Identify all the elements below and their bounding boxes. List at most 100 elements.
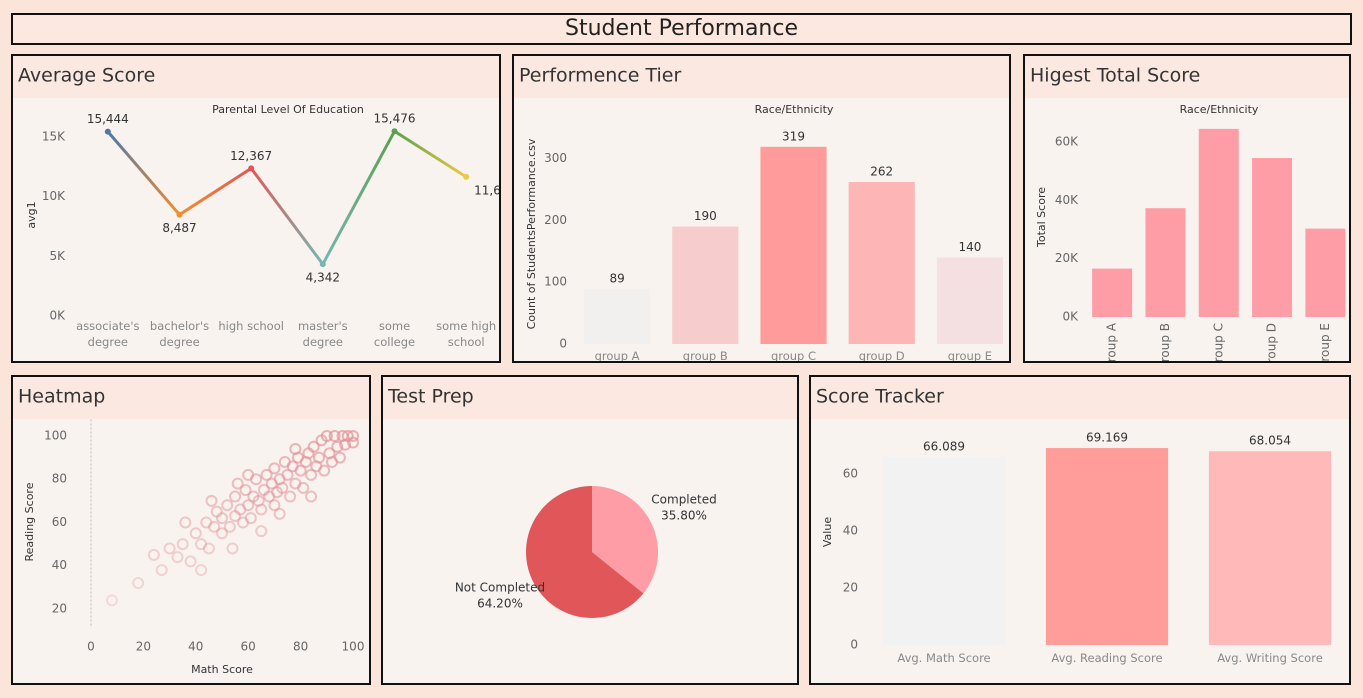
scatter-point (176, 538, 189, 551)
bar (1045, 448, 1169, 645)
y-tick-label: 0K (49, 309, 66, 323)
y-axis-label: Total Score (1035, 187, 1048, 248)
y-tick-label: 0 (850, 638, 858, 652)
scatter-point (105, 594, 118, 607)
line-point (104, 128, 111, 135)
bar (1145, 208, 1186, 317)
bar (1092, 268, 1133, 317)
x-tick-label: 20 (136, 640, 151, 654)
value-label: 15,476 (374, 112, 416, 126)
y-tick-label: 40 (52, 558, 67, 572)
panel-title: Average Score (18, 65, 155, 87)
x-tick-label: group D (1265, 323, 1279, 361)
scatter-point (163, 542, 176, 555)
scatter-point (252, 494, 265, 507)
y-tick-label: 80 (52, 472, 67, 486)
scatter-point (260, 468, 273, 481)
scatter-point (216, 527, 228, 540)
value-label: 319 (782, 129, 805, 143)
panel-header (383, 377, 797, 419)
x-tick-label: group A (594, 349, 640, 361)
y-tick-label: 60 (843, 467, 858, 481)
scatter-point (200, 516, 213, 529)
scatter-point (210, 505, 223, 518)
panel-chart: Heatmap Math Score Reading Score 20 40 60 80 10… (13, 377, 369, 676)
scatter-point (171, 551, 184, 564)
scatter-point (255, 525, 268, 538)
value-label: 4,342 (306, 271, 340, 285)
x-axis-label: Race/Ethnicity (755, 103, 834, 116)
x-tick-label-box: some college (374, 319, 415, 349)
panel: Heatmap Math Score Reading Score 20 40 60 80 10… (11, 375, 371, 685)
x-tick-label-box: associate's degree (76, 319, 139, 349)
scatter-point (273, 507, 286, 520)
y-tick-label: 15K (42, 129, 66, 143)
bar (936, 257, 1003, 344)
x-tick-label-box: group C (771, 349, 816, 361)
panel-title: Score Tracker (816, 386, 944, 408)
x-tick-label: 40 (188, 640, 203, 654)
pie-label: Completed (651, 492, 716, 506)
x-tick-label-box: Avg. Writing Score (1217, 651, 1323, 665)
scatter-point (179, 516, 192, 529)
scatter-point (147, 548, 160, 561)
x-tick-label-box: group E (947, 349, 993, 361)
x-tick-label-box: bachelor's degree (150, 319, 209, 349)
pie-value-label: 64.20% (477, 597, 523, 611)
value-label: 262 (870, 165, 893, 179)
x-tick-label-box: group A (594, 349, 640, 361)
scatter-point (221, 499, 234, 512)
scatter-point (268, 462, 281, 475)
x-axis-label: Race/Ethnicity (1180, 103, 1259, 116)
pie-value-label: 35.80% (661, 508, 707, 522)
scatter-point (229, 490, 242, 503)
x-tick-label-box: high school (218, 319, 284, 333)
panel: Performence Tier Race/Ethnicity Count of S… (512, 54, 1011, 363)
value-label: 12,367 (230, 149, 272, 163)
scatter-point (312, 451, 325, 464)
panel: Score Tracker Value 0 20 40 60 66.089 Avg. Math… (809, 375, 1351, 685)
scatter-point (268, 499, 281, 512)
bar (1305, 228, 1346, 317)
x-tick-label-box: master's degree (298, 319, 348, 349)
line-point (319, 261, 326, 268)
y-tick-label: 100 (44, 428, 67, 442)
panel-header (1025, 56, 1349, 98)
panel: Average Score Parental Level Of Education… (11, 54, 501, 363)
bar (760, 146, 827, 344)
bar (1252, 158, 1293, 317)
scatter-point (229, 510, 242, 522)
x-tick-label: group E (947, 349, 993, 361)
scatter-point (297, 481, 310, 494)
y-tick-label: 300 (544, 151, 567, 165)
scatter-point (276, 481, 289, 494)
x-tick-label: group E (1318, 323, 1332, 361)
panel-header (13, 56, 499, 98)
scatter-point (331, 440, 344, 453)
y-tick-label: 20K (1055, 251, 1079, 265)
scatter-point (289, 442, 302, 455)
x-tick-label: high school (218, 319, 284, 333)
scatter-point (208, 520, 221, 533)
bar (882, 456, 1006, 645)
x-tick-label: group A (1105, 322, 1119, 361)
y-axis-label: Value (821, 517, 834, 547)
x-tick-label: 100 (342, 640, 365, 654)
x-tick-label: some high school (436, 319, 497, 349)
line (106, 129, 467, 267)
value-label: 140 (958, 240, 981, 254)
scatter-point (305, 468, 318, 481)
scatter-point (239, 484, 252, 497)
value-label: 11,654 (474, 183, 499, 197)
scatter-point (132, 577, 145, 590)
panel: Higest Total Score Race/Ethnicity Total Sc… (1023, 54, 1351, 363)
x-tick-label: Avg. Reading Score (1051, 651, 1163, 665)
panel-title: Performence Tier (519, 65, 681, 87)
dashboard-title: Student Performance (11, 13, 1352, 45)
x-tick-label: group D (858, 349, 905, 361)
scatter-point (305, 490, 318, 503)
scatter-point (328, 429, 341, 442)
y-axis-label: Reading Score (23, 482, 36, 561)
x-tick-label: 0 (87, 640, 95, 654)
